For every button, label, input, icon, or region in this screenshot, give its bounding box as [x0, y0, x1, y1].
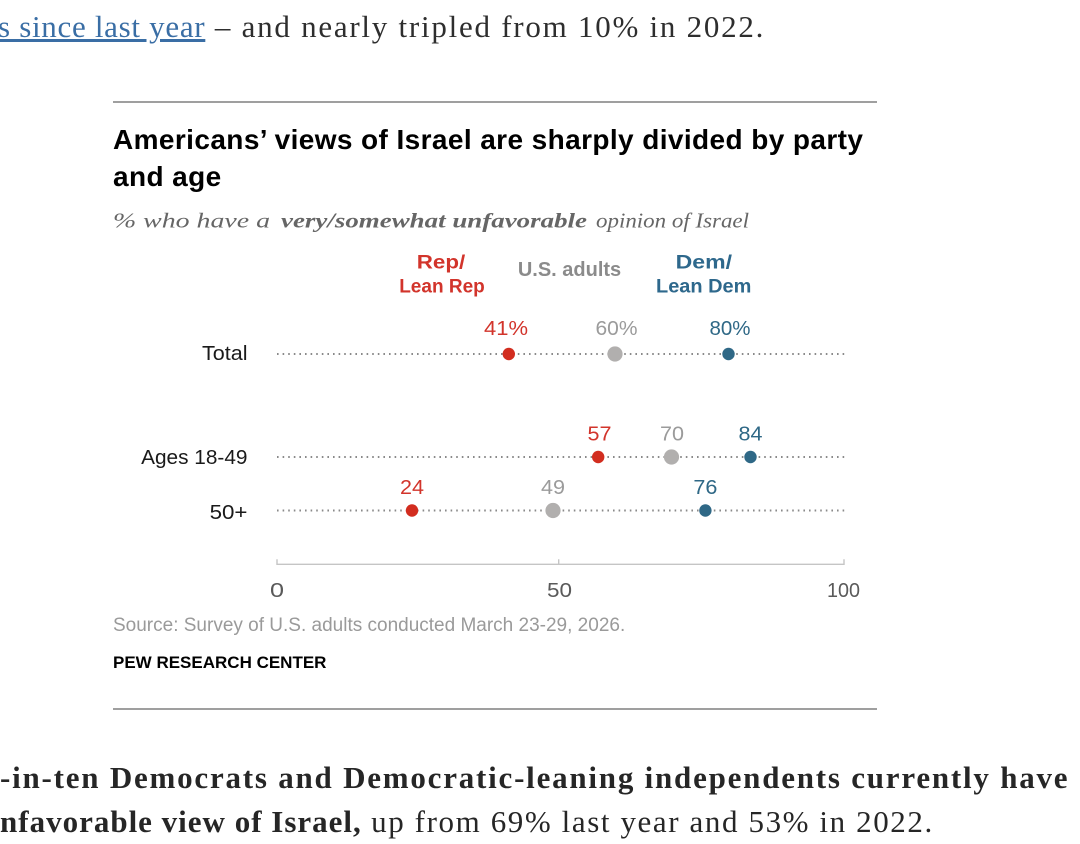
svg-text:Dem/: Dem/ — [676, 253, 733, 274]
svg-text:41%: 41% — [484, 318, 528, 340]
svg-text:49: 49 — [541, 477, 565, 499]
svg-text:opinion of Israel: opinion of Israel — [596, 209, 749, 233]
svg-text:Rep/: Rep/ — [417, 253, 466, 274]
svg-text:Source: Survey of U.S. adults: Source: Survey of U.S. adults conducted … — [113, 615, 625, 636]
svg-text:60%: 60% — [596, 318, 638, 340]
svg-text:84: 84 — [739, 424, 763, 446]
svg-text:50: 50 — [547, 580, 572, 602]
svg-text:0: 0 — [270, 580, 284, 602]
svg-text:24: 24 — [400, 477, 424, 499]
svg-text:PEW RESEARCH CENTER: PEW RESEARCH CENTER — [113, 653, 326, 672]
svg-text:Lean Rep: Lean Rep — [399, 277, 485, 298]
svg-text:Lean Dem: Lean Dem — [656, 277, 751, 298]
svg-text:Ages 18-49: Ages 18-49 — [141, 447, 247, 469]
svg-text:50+: 50+ — [210, 502, 248, 524]
svg-text:76: 76 — [693, 477, 717, 499]
svg-text:U.S. adults: U.S. adults — [518, 259, 621, 281]
svg-text:100: 100 — [827, 580, 860, 602]
svg-text:Total: Total — [202, 343, 248, 365]
svg-text:80%: 80% — [710, 318, 751, 340]
svg-text:70: 70 — [660, 424, 684, 446]
svg-text:% who have a: % who have a — [113, 209, 270, 233]
svg-text:very/somewhat unfavorable: very/somewhat unfavorable — [281, 209, 588, 233]
svg-text:57: 57 — [588, 424, 612, 446]
